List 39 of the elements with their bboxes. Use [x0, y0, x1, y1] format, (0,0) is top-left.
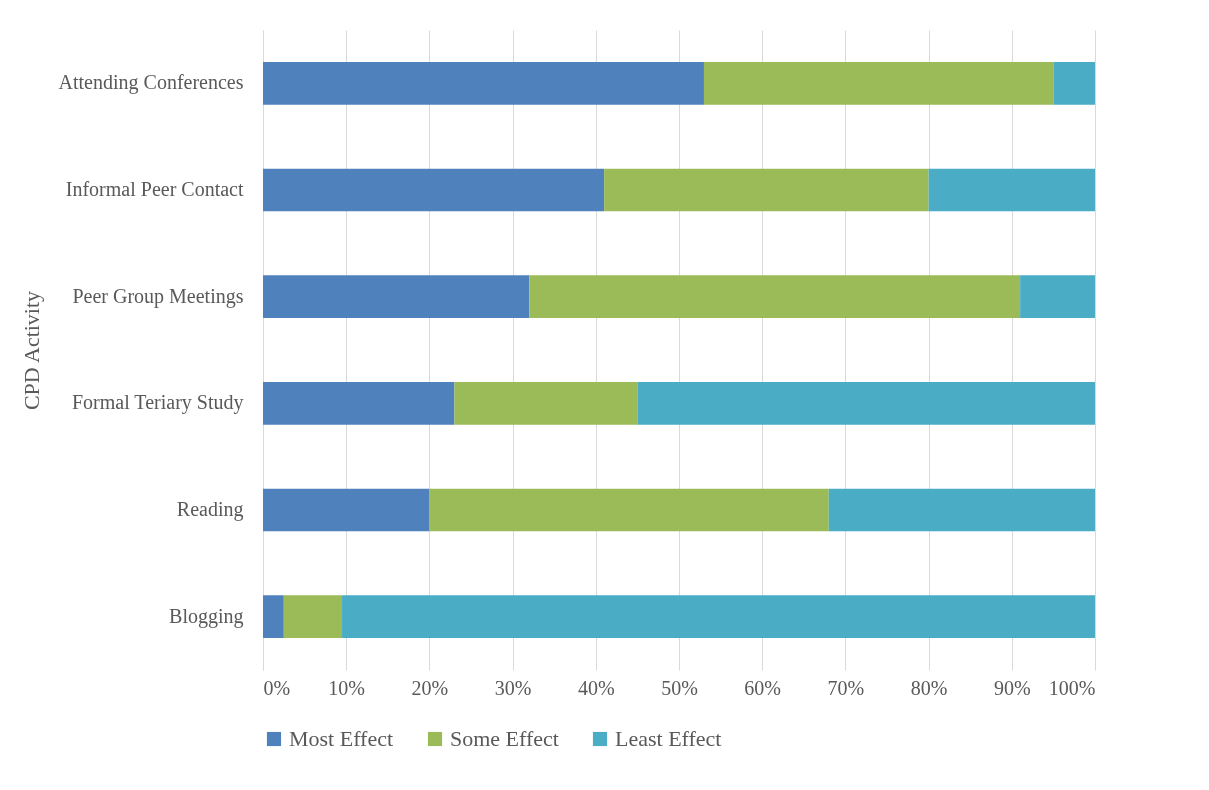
y-tick-label: Reading: [176, 498, 244, 521]
bar: [604, 168, 929, 212]
x-tick-label: 50%: [661, 676, 698, 699]
y-tick-label: Formal Teriary Study: [71, 391, 244, 415]
y-tick-label: Attending Conferences: [58, 71, 244, 95]
x-tick-label: 80%: [910, 676, 948, 699]
y-tick-label: Informal Peer Contact: [65, 178, 244, 200]
x-tick-label: 40%: [577, 676, 615, 699]
legend-label: Least Effect: [615, 726, 722, 751]
bar: [429, 488, 829, 532]
legend-label: Most Effect: [289, 726, 394, 751]
bar: [1053, 62, 1095, 105]
bar: [263, 62, 704, 105]
bar: [1020, 275, 1095, 318]
bar: [263, 382, 455, 425]
legend-label: Some Effect: [450, 726, 559, 751]
x-tick-label: 70%: [827, 676, 865, 699]
y-axis-title: CPD Activity: [18, 290, 44, 411]
bar: [529, 275, 1021, 318]
x-tick-label: 10%: [328, 676, 366, 699]
y-tick-label: Blogging: [169, 604, 244, 628]
bar: [263, 275, 530, 318]
bar: [637, 382, 1095, 425]
x-tick-label: 60%: [744, 676, 782, 699]
bar: [263, 488, 430, 532]
x-tick-label: 90%: [993, 676, 1031, 699]
y-tick-label: Peer Group Meetings: [72, 284, 244, 308]
bar: [703, 62, 1054, 105]
bar: [263, 595, 284, 638]
x-tick-label: 100%: [1048, 676, 1096, 699]
bar: [928, 168, 1095, 212]
x-tick-label: 30%: [494, 676, 532, 699]
bar: [828, 488, 1095, 532]
x-tick-label: 20%: [411, 676, 449, 699]
bar: [283, 595, 343, 638]
bar: [342, 595, 1095, 638]
bar: [263, 168, 605, 212]
bar: [454, 382, 638, 425]
x-tick-label: 0%: [263, 676, 291, 699]
